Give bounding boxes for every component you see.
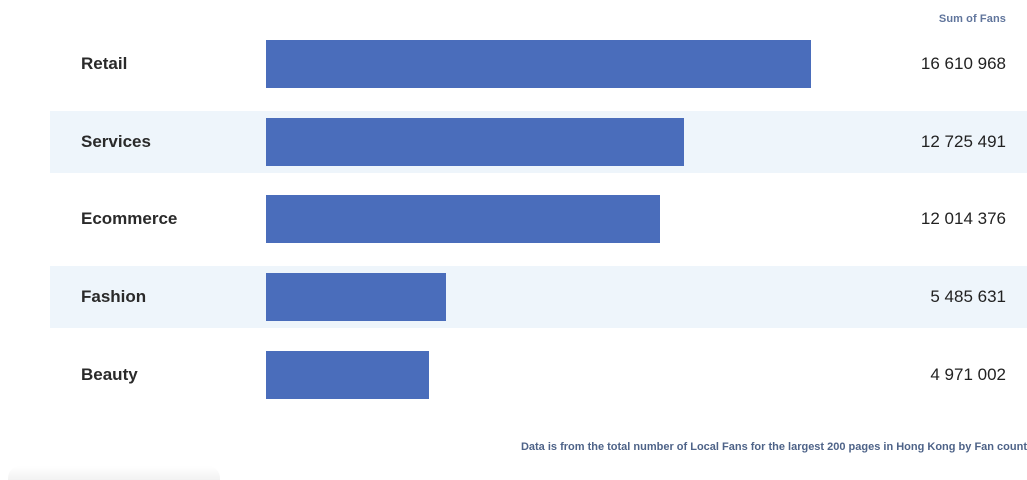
category-label: Ecommerce — [81, 209, 178, 228]
category-label: Fashion — [81, 287, 147, 306]
chart-row-beauty: Beauty 4 971 002 — [50, 344, 1027, 406]
bottom-shadow — [8, 466, 220, 480]
category-label: Retail — [81, 54, 128, 73]
bar-retail — [266, 40, 811, 88]
bar-chart: Retail 16 610 968 Services 12 725 491 Ecomme… — [50, 33, 1027, 406]
chart-row-ecommerce: Ecommerce 12 014 376 — [50, 188, 1027, 250]
value-label: 4 971 002 — [930, 365, 1006, 384]
value-column-header: Sum of Fans — [938, 13, 1006, 25]
value-label: 12 014 376 — [920, 209, 1006, 228]
value-label: 12 725 491 — [920, 132, 1006, 151]
value-label: 5 485 631 — [930, 287, 1006, 306]
bar-services — [266, 118, 684, 166]
value-label: 16 610 968 — [920, 54, 1006, 73]
category-label: Services — [81, 132, 151, 151]
bar-beauty — [266, 351, 429, 399]
category-label: Beauty — [81, 365, 138, 384]
bar-ecommerce — [266, 195, 660, 243]
chart-row-retail: Retail 16 610 968 — [50, 33, 1027, 95]
bar-fashion — [266, 273, 446, 321]
footnote: Data is from the total number of Local F… — [520, 441, 1027, 453]
chart-row-fashion: Fashion 5 485 631 — [50, 266, 1027, 328]
chart-row-services: Services 12 725 491 — [50, 111, 1027, 173]
